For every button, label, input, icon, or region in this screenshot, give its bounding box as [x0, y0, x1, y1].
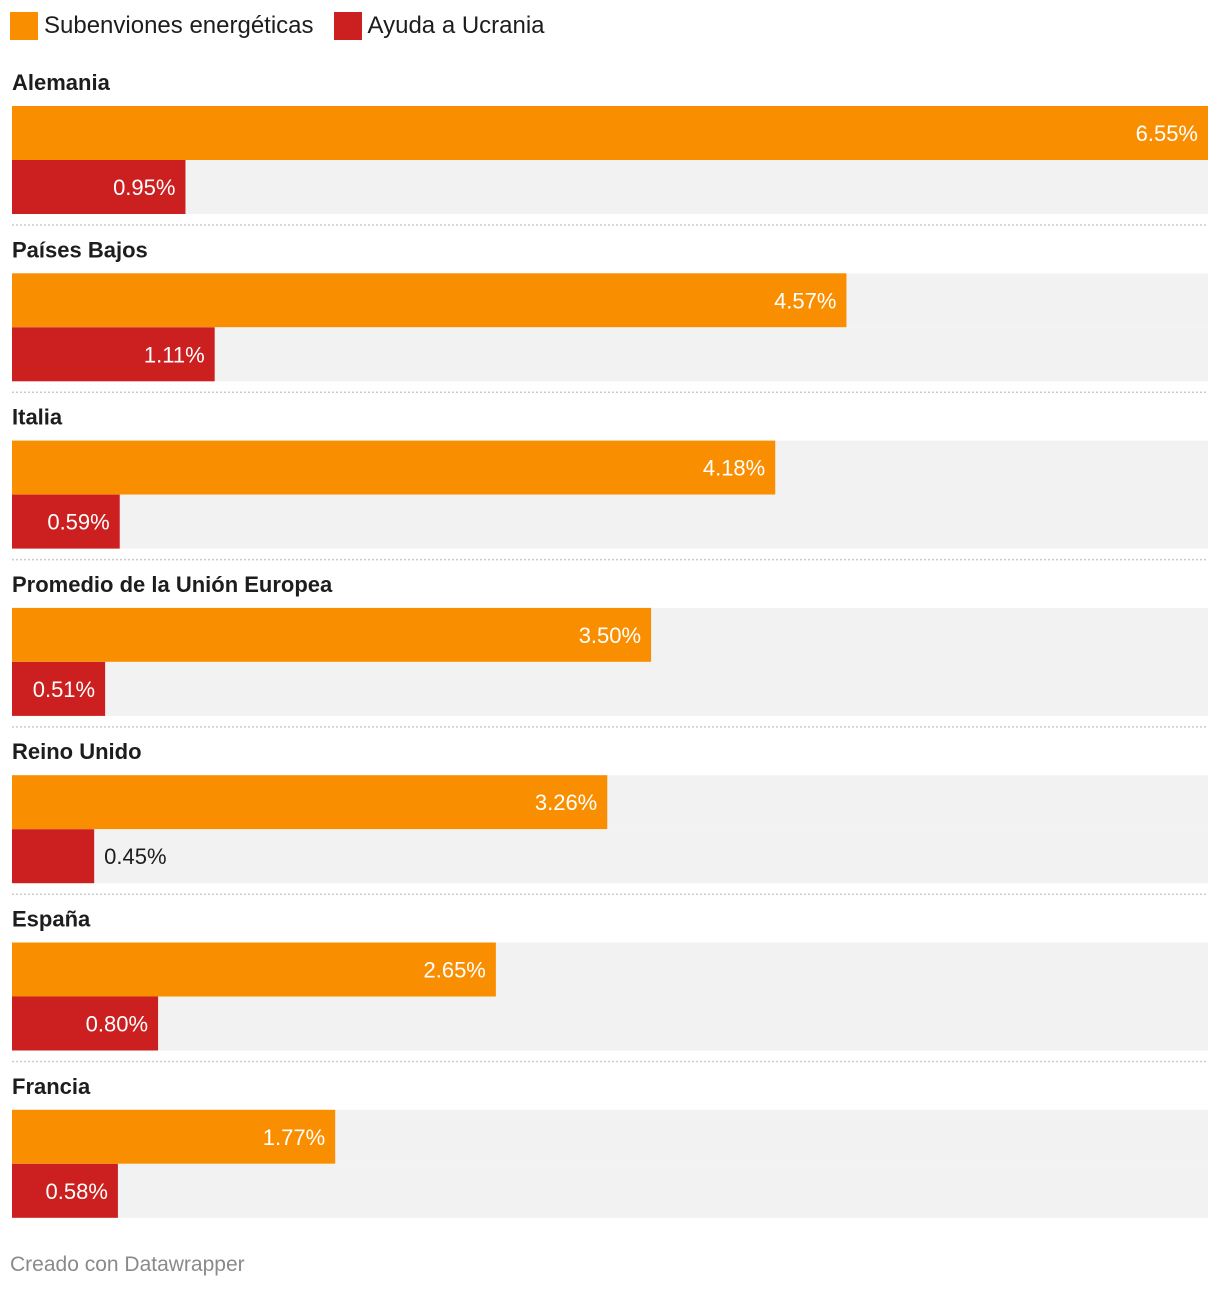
data-label: 6.55%: [1136, 121, 1198, 146]
data-label: 1.11%: [144, 342, 205, 367]
category-label: Italia: [12, 405, 63, 430]
bar-track: [12, 160, 1208, 214]
data-label: 2.65%: [423, 958, 485, 983]
data-label: 0.80%: [86, 1012, 148, 1037]
bar: [12, 661, 106, 716]
data-label: 0.45%: [104, 844, 166, 869]
category-label: Países Bajos: [12, 237, 148, 262]
chart-legend: Subenviones energéticas Ayuda a Ucrania: [10, 12, 565, 40]
bar: [12, 273, 847, 328]
bar-track: [12, 1163, 1208, 1218]
bar-chart: Alemania 6.55% 0.95% Países Bajos 4.57% 1.11%…: [12, 70, 1208, 1218]
legend-label-subenviones: Subenviones energéticas: [44, 12, 314, 39]
bar: [12, 494, 120, 549]
category-label: Alemania: [12, 70, 111, 95]
bar: [12, 607, 652, 662]
bar: [12, 996, 159, 1051]
bar-track: [12, 829, 1208, 884]
category-label: Francia: [12, 1074, 91, 1099]
data-label: 0.51%: [33, 677, 95, 702]
bar: [12, 1109, 336, 1164]
data-label: 4.57%: [774, 288, 836, 313]
legend-item-ayuda: Ayuda a Ucrania: [333, 12, 545, 40]
bar: [12, 1163, 118, 1218]
data-label: 1.77%: [263, 1125, 325, 1150]
bar: [12, 440, 776, 495]
bar: [12, 106, 1208, 160]
legend-item-subenviones: Subenviones energéticas: [10, 12, 314, 40]
bar-track: [12, 494, 1208, 549]
bar: [12, 160, 186, 214]
bar: [12, 775, 608, 830]
bar: [12, 829, 95, 884]
data-label: 3.50%: [579, 623, 641, 648]
data-label: 0.58%: [46, 1179, 108, 1204]
bar-track: [12, 661, 1208, 716]
data-label: 3.26%: [535, 790, 597, 815]
legend-swatch-ayuda: [333, 12, 362, 40]
bar: [12, 942, 496, 997]
data-label: 0.95%: [113, 175, 175, 200]
data-label: 4.18%: [703, 456, 765, 481]
footer-credit: Creado con Datawrapper: [10, 1253, 245, 1276]
category-label: Promedio de la Unión Europea: [12, 572, 333, 597]
legend-swatch-subenviones: [10, 12, 38, 40]
bar: [12, 327, 215, 382]
data-label: 0.59%: [47, 510, 109, 535]
bar-track: [12, 996, 1208, 1051]
category-label: Reino Unido: [12, 739, 142, 764]
category-label: España: [12, 907, 91, 932]
legend-label-ayuda: Ayuda a Ucrania: [367, 12, 545, 39]
